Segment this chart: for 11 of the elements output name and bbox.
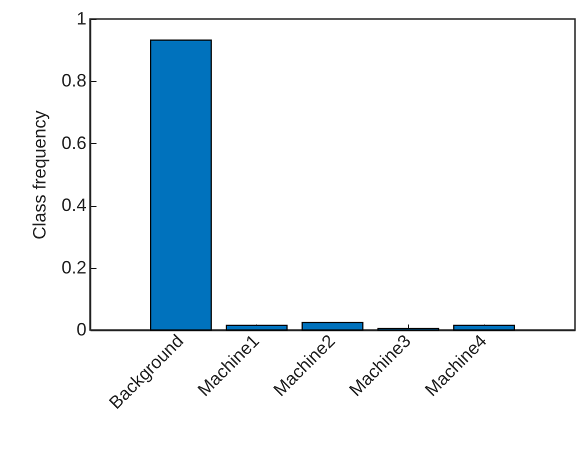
y-tick-label: 0.8: [61, 70, 86, 91]
y-tick-label: 0.2: [61, 257, 86, 278]
bar: [453, 324, 515, 331]
y-tick-label: 1: [76, 8, 86, 28]
y-tick-label: 0: [76, 320, 86, 340]
y-tick-label: 0.6: [61, 132, 86, 153]
bar: [226, 324, 288, 331]
bar: [302, 322, 364, 331]
bar: [150, 40, 212, 331]
y-tick-label: 0.4: [61, 195, 86, 216]
y-axis-title: Class frequency: [29, 110, 50, 240]
